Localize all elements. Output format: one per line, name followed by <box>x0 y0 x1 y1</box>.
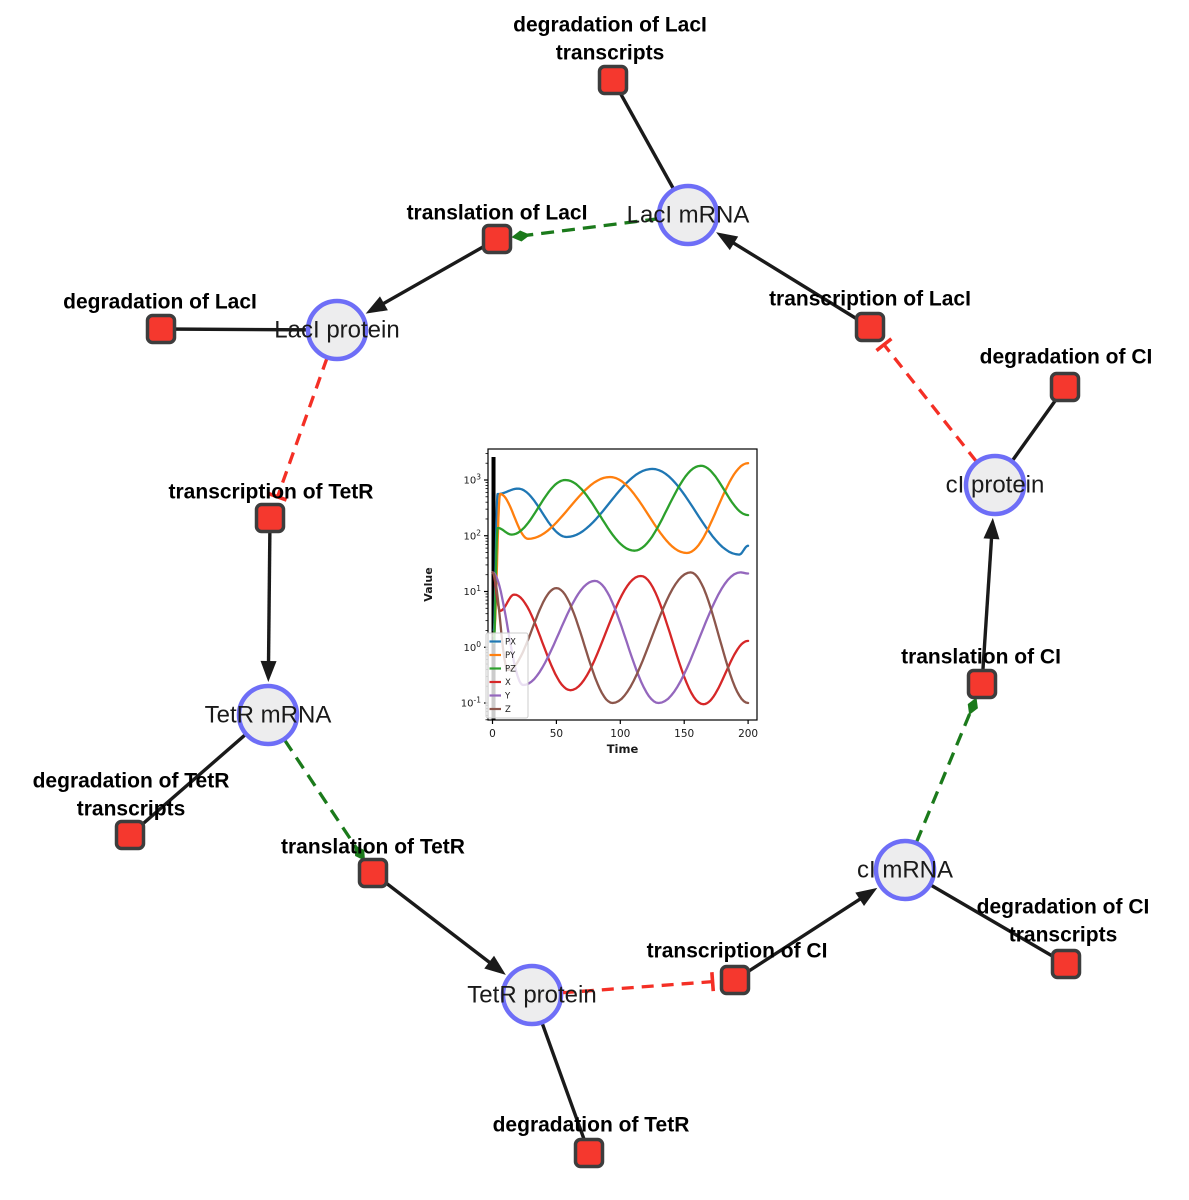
species-label-ci-protein: cI protein <box>946 472 1045 499</box>
reaction-node-translation-tetr <box>357 857 389 889</box>
species-node-tetr-mrna <box>236 683 300 747</box>
catalysis-edge <box>283 739 365 861</box>
arrowhead-icon <box>855 887 878 907</box>
reaction-label-translation-ci: translation of CI <box>901 646 1061 669</box>
reaction-label-translation-tetr: translation of TetR <box>281 836 465 859</box>
species-label-tetr-mrna: TetR mRNA <box>205 702 332 729</box>
reaction-label-degradation-laci: degradation of LacI <box>63 291 257 314</box>
reaction-label-transcription-tetr: transcription of TetR <box>169 481 374 504</box>
arrowhead-icon <box>716 232 739 251</box>
reaction-node-transcription-ci <box>719 964 751 996</box>
inhibition-tee-icon <box>875 337 893 352</box>
reaction-label-translation-laci: translation of LacI <box>407 202 588 225</box>
legend-entry-PY: PY <box>505 651 516 661</box>
reaction-node-transcription-tetr <box>254 502 286 534</box>
catalysis-edge <box>914 697 978 843</box>
arrowhead-icon <box>260 660 277 683</box>
catalysis-diamond-icon <box>354 845 365 861</box>
series-line-PX <box>492 467 750 632</box>
reaction-label-degradation-ci-transcripts: transcripts <box>1009 924 1118 947</box>
reaction-node-degradation-tetr <box>573 1137 605 1169</box>
reaction-label-degradation-tetr-transcripts: transcripts <box>77 798 186 821</box>
species-label-tetr-protein: TetR protein <box>467 982 596 1009</box>
reaction-label-degradation-laci-transcripts: degradation of LacI <box>513 14 707 37</box>
inhibition-edge <box>268 357 329 502</box>
legend-entry-X: X <box>505 678 511 688</box>
arrowhead-icon <box>484 955 506 975</box>
reaction-node-degradation-laci-transcripts <box>597 64 629 96</box>
x-tick-label: 50 <box>550 728 563 740</box>
series-line-PZ <box>492 464 750 644</box>
species-label-laci-mrna: LacI mRNA <box>627 202 750 229</box>
arrowhead-icon <box>983 517 1000 540</box>
series-line-PY <box>492 462 750 638</box>
reaction-node-degradation-ci-transcripts <box>1050 948 1082 980</box>
x-axis-label: Time <box>607 742 639 756</box>
catalysis-diamond-icon <box>511 230 531 242</box>
inhibition-tee-icon <box>710 972 716 992</box>
legend-entry-PZ: PZ <box>505 665 516 675</box>
species-label-laci-protein: LacI protein <box>274 317 399 344</box>
legend: PX PY PZ XYZ <box>485 632 529 719</box>
x-tick-label: 200 <box>738 728 758 740</box>
inhibition-edge <box>875 337 978 463</box>
reaction-node-translation-laci <box>481 223 513 255</box>
legend-entry-Y: Y <box>504 692 511 702</box>
reaction-label-degradation-laci-transcripts: transcripts <box>556 42 665 65</box>
production-edge <box>371 871 506 975</box>
species-node-ci-protein <box>963 453 1027 517</box>
y-axis-label: Value <box>422 567 435 601</box>
reaction-label-degradation-ci-transcripts: degradation of CI <box>977 896 1150 919</box>
reaction-label-degradation-tetr-transcripts: degradation of TetR <box>33 770 230 793</box>
reaction-node-degradation-ci <box>1049 371 1081 403</box>
catalysis-diamond-icon <box>967 697 978 715</box>
label-layer: degradation of LacI transcripts translatio… <box>33 14 1153 1137</box>
reaction-label-transcription-ci: transcription of CI <box>647 940 828 963</box>
species-label-ci-mrna: cI mRNA <box>857 857 953 884</box>
node-layer <box>114 64 1082 1169</box>
legend-entry-Z: Z <box>505 705 511 715</box>
inhibition-tee-icon <box>268 491 288 502</box>
species-node-laci-mrna <box>656 183 720 247</box>
reaction-label-transcription-laci: transcription of LacI <box>769 288 971 311</box>
production-edge <box>365 237 498 314</box>
production-edge <box>980 517 1000 685</box>
x-tick-label: 100 <box>610 728 630 740</box>
reaction-label-degradation-ci: degradation of CI <box>980 346 1153 369</box>
species-node-laci-protein <box>305 298 369 362</box>
species-node-tetr-protein <box>500 963 564 1027</box>
production-edge <box>716 232 871 329</box>
inhibition-edge <box>561 972 716 995</box>
reaction-node-translation-ci <box>966 668 998 700</box>
inset-time-series-plot: 0 50 100 150 20010-1100101102103TimeValuePXP… <box>420 433 782 767</box>
reaction-node-degradation-tetr-transcripts <box>114 819 146 851</box>
catalysis-edge <box>511 217 659 242</box>
production-edge <box>260 517 277 683</box>
reaction-node-transcription-laci <box>854 311 886 343</box>
reaction-label-degradation-tetr: degradation of TetR <box>493 1114 690 1137</box>
arrowhead-icon <box>365 296 388 314</box>
reaction-node-degradation-laci <box>145 313 177 345</box>
legend-entry-PX: PX <box>505 638 516 648</box>
production-edge <box>734 887 878 982</box>
species-node-ci-mrna <box>873 838 937 902</box>
x-tick-label: 0 <box>489 728 496 740</box>
x-tick-label: 150 <box>674 728 694 740</box>
